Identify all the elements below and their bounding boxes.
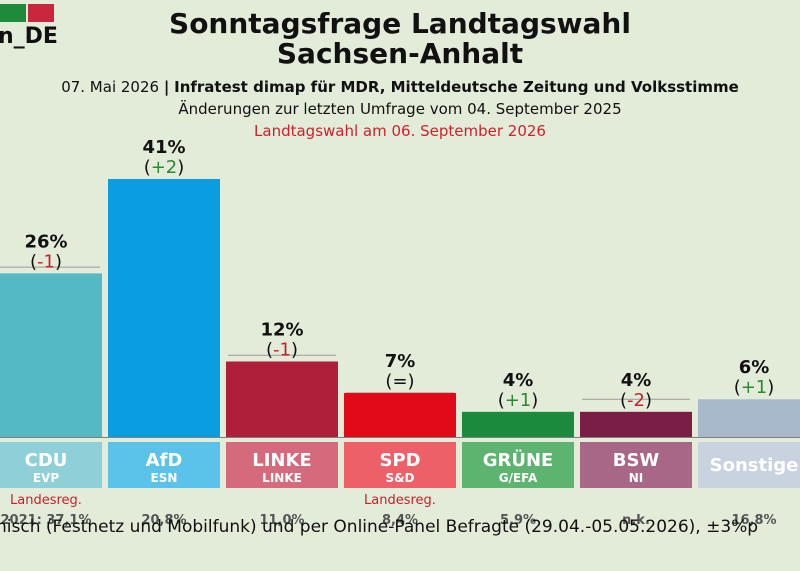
eu-group-gr-ne: G/EFA (499, 471, 538, 485)
value-label-gr-ne: 4% (503, 370, 534, 391)
chart-title-line2: Sachsen-Anhalt (276, 37, 524, 70)
party-name-sonstige: Sonstige (710, 455, 799, 476)
change-label-bsw: (-2) (620, 390, 652, 411)
poll-date: 07. Mai 2026 (61, 78, 160, 96)
government-label-spd: Landesreg. (364, 493, 436, 508)
value-label-afd: 41% (142, 137, 185, 158)
bar-sonstige (698, 399, 800, 437)
institute: Infratest dimap für MDR, Mitteldeutsche … (174, 78, 739, 96)
party-label-box-bsw (580, 442, 692, 488)
party-label-box-sonstige (698, 442, 800, 488)
value-label-cdu: 26% (24, 231, 67, 252)
result-2021-linke: 11,0% (259, 513, 304, 528)
result-2021-bsw: n.k. (622, 513, 650, 528)
change-label-afd: (+2) (144, 157, 185, 178)
party-label-box-gr-ne (462, 442, 574, 488)
change-label-spd: (=) (385, 371, 414, 392)
logo-red-bar (28, 4, 54, 22)
eu-group-cdu: EVP (33, 471, 59, 485)
chart-title-line1: Sonntagsfrage Landtagswahl (169, 7, 631, 40)
party-label-box-afd (108, 442, 220, 488)
bar-linke (226, 361, 338, 437)
party-name-spd: SPD (379, 450, 420, 471)
separator: | (163, 78, 170, 96)
value-label-linke: 12% (260, 319, 303, 340)
logo-text: n_DE (0, 24, 58, 49)
bar-bsw (580, 411, 692, 437)
result-2021-sonstige: 16,8% (731, 513, 776, 528)
party-label-box-spd (344, 442, 456, 488)
result-2021-gr-ne: 5,9% (500, 513, 536, 528)
party-name-gr-ne: GRÜNE (483, 449, 554, 471)
bar-spd (344, 392, 456, 437)
election-note: Landtagswahl am 06. September 2026 (254, 122, 546, 140)
change-label-gr-ne: (+1) (498, 390, 539, 411)
eu-group-spd: S&D (385, 471, 414, 485)
result-2021-spd: 8,4% (382, 513, 418, 528)
change-label-cdu: (-1) (30, 251, 62, 272)
eu-group-linke: LINKE (262, 471, 302, 485)
party-name-bsw: BSW (613, 450, 660, 471)
changes-note: Änderungen zur letzten Umfrage vom 04. S… (178, 100, 622, 118)
result-2021-cdu: 2021: 37,1% (0, 513, 91, 528)
eu-group-afd: ESN (151, 471, 178, 485)
party-label-box-cdu (0, 442, 102, 488)
value-label-sonstige: 6% (739, 357, 770, 378)
bar-afd (108, 179, 220, 437)
source-line: 07. Mai 2026 | Infratest dimap für MDR, … (0, 78, 800, 96)
bar-gr-ne (462, 411, 574, 437)
bar-cdu (0, 273, 102, 437)
party-name-afd: AfD (146, 450, 183, 471)
government-label-cdu: Landesreg. (10, 493, 82, 508)
change-label-linke: (-1) (266, 339, 298, 360)
party-name-cdu: CDU (25, 450, 68, 471)
party-name-linke: LINKE (252, 450, 311, 471)
value-label-bsw: 4% (621, 370, 652, 391)
value-label-spd: 7% (385, 351, 416, 372)
method-footer: nisch (Festnetz und Mobilfunk) und per O… (0, 517, 759, 537)
logo-green-bar (0, 4, 26, 22)
result-2021-afd: 20,8% (141, 513, 186, 528)
change-label-sonstige: (+1) (734, 377, 775, 398)
eu-group-bsw: NI (629, 471, 644, 485)
party-label-box-linke (226, 442, 338, 488)
